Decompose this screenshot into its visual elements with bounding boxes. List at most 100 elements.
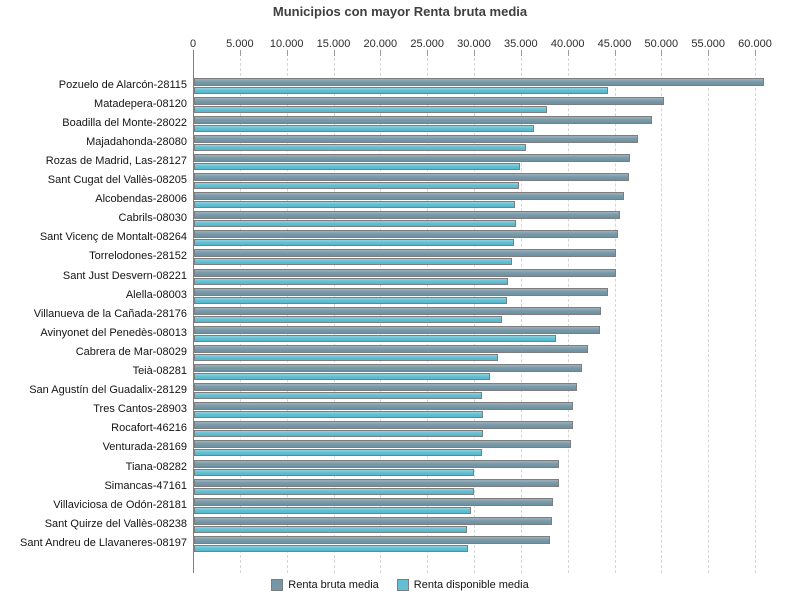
bar-renta-disponible-media [194,468,474,476]
x-axis-tick-mark [614,50,616,56]
x-axis-tick-label: 50.000 [644,38,679,50]
x-axis-tick-mark [286,50,288,56]
bar-renta-bruta-media [194,287,608,296]
category-label: Venturada-28169 [102,441,187,454]
bar-renta-disponible-media [194,86,608,94]
bar-renta-bruta-media [194,96,664,105]
bar-renta-bruta-media [194,77,764,86]
category-label: Tres Cantos-28903 [93,403,187,416]
x-axis-tick-label: 5.000 [226,38,254,50]
bar-renta-disponible-media [194,162,520,170]
category-label: Pozuelo de Alarcón-28115 [58,78,187,91]
vertical-gridline [755,58,756,573]
x-axis-tick-label: 60.000 [738,38,772,50]
bar-renta-disponible-media [194,315,502,323]
vertical-gridline [661,58,663,573]
bar-renta-disponible-media [194,277,508,285]
category-label: Sant Andreu de Llavaneres-08197 [20,536,187,549]
bar-renta-disponible-media [194,239,514,247]
x-axis-tick-mark [755,50,756,56]
bar-renta-disponible-media [194,506,471,514]
bar-renta-disponible-media [194,525,467,533]
vertical-gridline [520,58,522,573]
bar-renta-bruta-media [194,344,588,353]
bar-renta-bruta-media [194,440,571,449]
x-axis-tick-mark [520,50,522,56]
bar-renta-bruta-media [194,230,618,239]
bar-renta-disponible-media [194,544,468,552]
x-axis-tick-label: 55.000 [691,38,725,50]
bar-renta-bruta-media [194,249,616,258]
chart-title: Municipios con mayor Renta bruta media [272,4,528,19]
vertical-gridline [380,58,382,573]
bar-renta-bruta-media [194,497,553,506]
bar-renta-bruta-media [194,268,616,277]
category-label: Torrelodones-28152 [89,250,187,263]
bar-renta-bruta-media [194,306,601,315]
category-label: Simancas-47161 [104,479,187,492]
category-label: Cabrils-08030 [118,212,187,225]
category-label: Sant Cugat del Vallès-08205 [47,174,187,186]
bar-renta-disponible-media [194,373,490,380]
x-axis-tick-mark [708,50,710,56]
bar-renta-bruta-media [194,211,620,220]
x-axis-tick-mark [567,50,569,56]
category-label: Rocafort-46216 [111,422,187,435]
x-axis-tick-mark [474,50,475,56]
bar-renta-disponible-media [194,430,483,438]
bar-renta-disponible-media [194,296,507,304]
category-label: Villaviciosa de Odón-28181 [53,498,187,511]
bar-renta-bruta-media [194,325,600,334]
x-axis-tick-label: 20.000 [363,38,398,50]
bar-renta-bruta-media [194,421,573,430]
category-label: Alella-08003 [125,288,187,301]
bar-renta-disponible-media [194,449,482,457]
bar-renta-bruta-media [194,402,573,411]
bar-renta-bruta-media [194,173,629,181]
bar-renta-bruta-media [194,459,559,468]
bar-renta-disponible-media [194,411,483,419]
legend-label-renta-bruta: Renta bruta media [288,579,379,591]
legend-swatch-bruta-icon [271,579,284,591]
category-label: San Agustín del Guadalix-28129 [29,384,187,397]
bar-renta-bruta-media [194,516,552,525]
x-axis-tick-label: 10.000 [269,38,304,50]
category-label: Sant Quirze del Vallès-08238 [44,517,187,530]
bar-renta-disponible-media [194,124,534,132]
bar-renta-disponible-media [194,258,512,266]
bar-renta-bruta-media [194,134,638,143]
x-axis-tick-label: 45.000 [597,38,632,50]
bar-renta-bruta-media [194,192,624,201]
legend-item-renta-bruta: Renta bruta media [271,579,379,591]
vertical-gridline [427,58,429,573]
x-axis-tick-label: 25.000 [410,38,444,50]
bar-renta-bruta-media [194,535,550,544]
bar-renta-bruta-media [194,383,577,392]
bar-renta-disponible-media [194,392,482,400]
legend: Renta bruta media Renta disponible media [0,579,800,591]
bar-renta-disponible-media [194,353,498,361]
x-axis-tick-label: 35.000 [504,38,538,50]
vertical-gridline [286,58,288,573]
bar-renta-disponible-media [194,182,519,189]
y-axis-line [193,50,194,573]
bar-renta-bruta-media [194,153,630,162]
legend-item-renta-disponible: Renta disponible media [396,579,529,591]
vertical-gridline [614,58,616,573]
x-axis-tick-label: 0 [189,38,197,50]
category-label: Cabrera de Mar-08029 [75,345,187,358]
bar-renta-disponible-media [194,334,556,342]
vertical-gridline [708,58,710,573]
category-label: Avinyonet del Penedès-08013 [40,326,187,339]
x-axis-tick-mark [661,50,663,56]
x-axis-tick-mark [380,50,382,56]
bar-renta-bruta-media [194,364,582,372]
x-axis-tick-label: 30.000 [457,38,491,50]
bar-renta-disponible-media [194,220,516,228]
category-label: Tiana-08282 [125,460,187,473]
x-axis-tick-mark [427,50,429,56]
bar-renta-disponible-media [194,105,547,113]
bar-renta-disponible-media [194,487,474,495]
vertical-gridline [333,58,335,573]
